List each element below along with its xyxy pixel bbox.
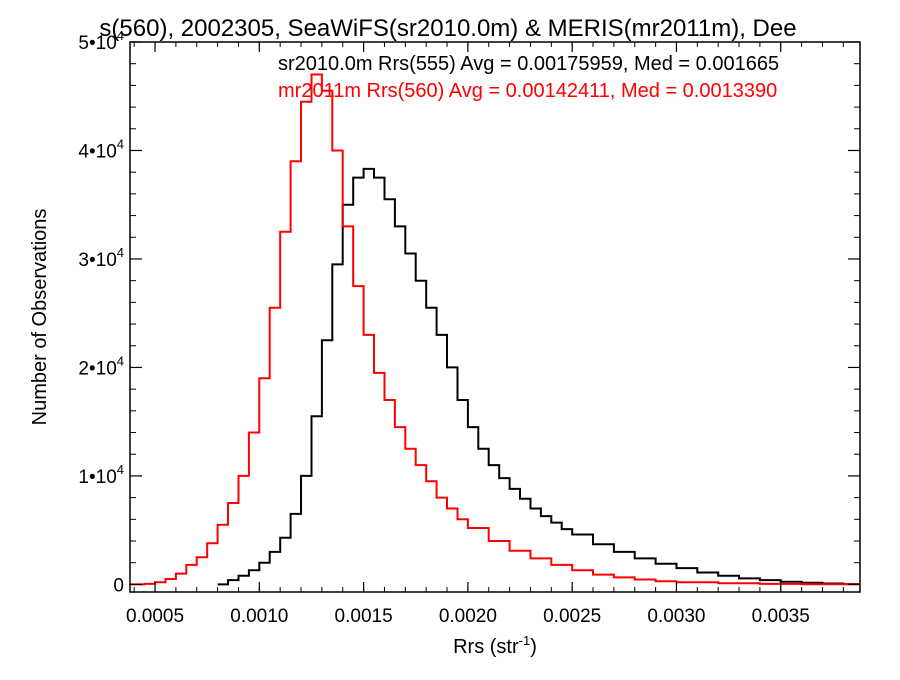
series-line-2	[130, 73, 861, 586]
legend-entry-2: mr2011m Rrs(560) Avg = 0.00142411, Med =…	[278, 80, 777, 102]
plot-frame	[129, 41, 861, 593]
x-tick-label: 0.0005	[126, 606, 184, 627]
y-tick-label: 2•104	[78, 353, 124, 379]
y-tick-label: 0	[113, 575, 124, 596]
plot-area	[129, 41, 861, 593]
x-tick-label: 0.0020	[439, 606, 497, 627]
x-tick-label: 0.0015	[335, 606, 393, 627]
series-line-1	[217, 167, 861, 586]
series-layer	[130, 73, 861, 586]
legend: sr2010.0m Rrs(555) Avg = 0.00175959, Med…	[278, 53, 779, 102]
y-tick-label: 1•104	[78, 462, 124, 488]
axes-layer: 0.0005 0.0010 0.0015 0.0020 0.0025 0.0030 0.00…	[78, 28, 860, 627]
x-tick-label: 0.0035	[752, 606, 810, 627]
y-tick-label: 3•104	[78, 245, 124, 271]
legend-entry-1: sr2010.0m Rrs(555) Avg = 0.00175959, Med…	[278, 53, 779, 75]
chart-title: s(560), 2002305, SeaWiFS(sr2010.0m) & ME…	[99, 15, 796, 42]
y-tick-label: 5•104	[78, 28, 124, 54]
x-tick-label: 0.0010	[230, 606, 288, 627]
x-tick-label: 0.0025	[543, 606, 601, 627]
x-axis-label: Rrs (str-1)	[453, 633, 537, 658]
x-tick-label: 0.0030	[647, 606, 705, 627]
y-axis-label: Number of Observations	[29, 209, 51, 426]
y-tick-label: 4•104	[78, 136, 124, 162]
